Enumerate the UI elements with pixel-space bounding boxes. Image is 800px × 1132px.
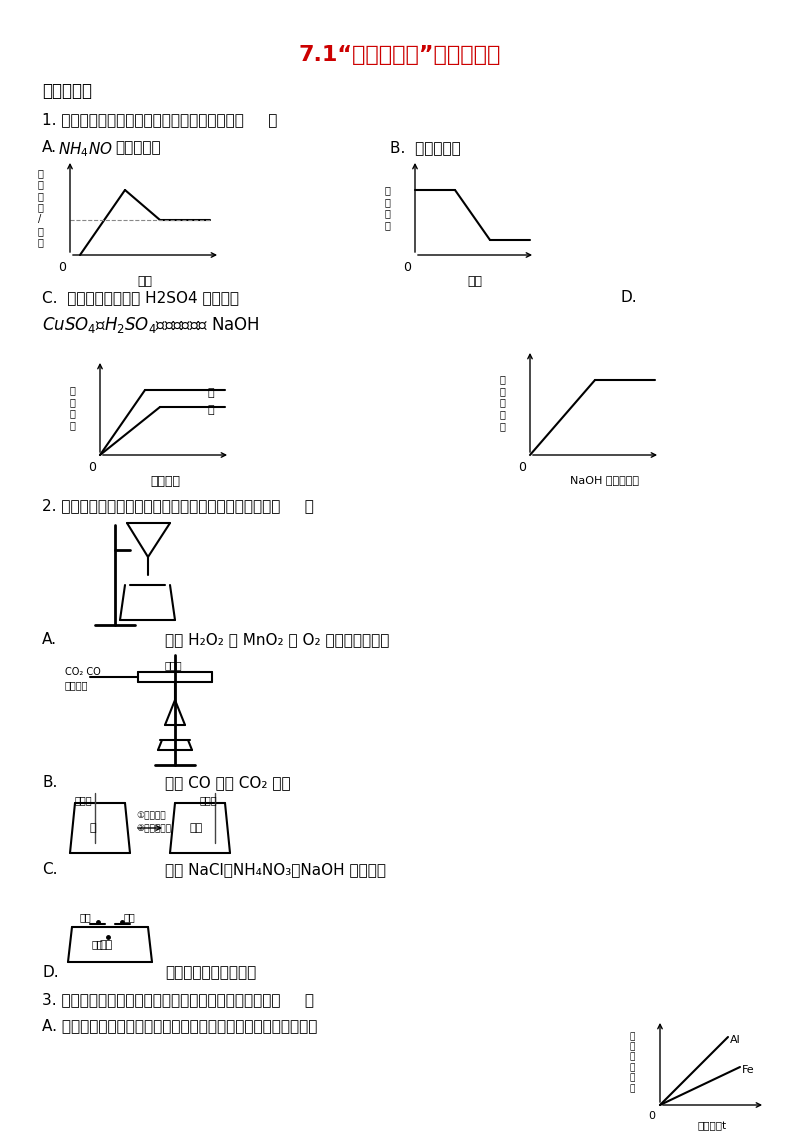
Text: 3. 下列四个图像的变化趋势，能正确描述对应操作的是（     ）: 3. 下列四个图像的变化趋势，能正确描述对应操作的是（ ）: [42, 992, 314, 1007]
Text: Al: Al: [730, 1035, 741, 1045]
Text: 0: 0: [88, 461, 96, 474]
Text: B.: B.: [42, 775, 58, 790]
Text: A.: A.: [42, 632, 57, 648]
Text: A.: A.: [42, 140, 57, 155]
Text: A. 足量的铁片和铝片分别与等质量、等溶质质量分数的稀盐酸反应: A. 足量的铁片和铝片分别与等质量、等溶质质量分数的稀盐酸反应: [42, 1018, 318, 1034]
Text: 温度计: 温度计: [75, 795, 93, 805]
Text: 白磷: 白磷: [80, 912, 92, 921]
Text: NaOH 溶液的质量: NaOH 溶液的质量: [570, 475, 639, 484]
Text: Fe: Fe: [742, 1065, 754, 1075]
Text: 0: 0: [518, 461, 526, 474]
Text: 溶
液
温
度
/
室
温: 溶 液 温 度 / 室 温: [37, 168, 43, 247]
Text: 0: 0: [58, 261, 66, 274]
Text: 时间: 时间: [138, 275, 153, 288]
Text: 除去 CO 中的 CO₂ 气体: 除去 CO 中的 CO₂ 气体: [165, 775, 290, 790]
Text: C.: C.: [42, 861, 58, 877]
Text: 锌: 锌: [208, 388, 214, 398]
Text: 金属质量: 金属质量: [150, 475, 180, 488]
Text: 探究可燃物燃烧的条件: 探究可燃物燃烧的条件: [165, 964, 256, 980]
Text: 沉
淀
的
质
量: 沉 淀 的 质 量: [499, 375, 505, 430]
Text: 2. 为了达到相应的实验目的，下列实验设计不合理的是（     ）: 2. 为了达到相应的实验目的，下列实验设计不合理的是（ ）: [42, 498, 314, 513]
Text: 温度计: 温度计: [200, 795, 218, 805]
Text: 白磷: 白磷: [92, 940, 104, 949]
Text: 气
体
质
量: 气 体 质 量: [69, 385, 75, 430]
Text: CO₂ CO: CO₂ CO: [65, 667, 101, 677]
Text: 铁: 铁: [208, 405, 214, 415]
Text: 一、选择题: 一、选择题: [42, 82, 92, 100]
Text: 分离 H₂O₂ 和 MnO₂ 制 O₂ 后的固液混合物: 分离 H₂O₂ 和 MnO₂ 制 O₂ 后的固液混合物: [165, 632, 390, 648]
Text: 氧化铜: 氧化铜: [165, 660, 182, 670]
Text: 7.1“燃烧和灭火”竞赛辅导题: 7.1“燃烧和灭火”竞赛辅导题: [299, 45, 501, 65]
Text: $\it{CuSO_4}$和$\it{H_2SO_4}$混合液中加入 NaOH: $\it{CuSO_4}$和$\it{H_2SO_4}$混合液中加入 NaOH: [42, 315, 260, 335]
Text: 1. 下列曲线能正确表达对应的反应或过程的是（     ）: 1. 下列曲线能正确表达对应的反应或过程的是（ ）: [42, 112, 278, 127]
Text: ①分别溶解: ①分别溶解: [136, 811, 166, 820]
Text: 区分 NaCl、NH₄NO₃、NaOH 三种固体: 区分 NaCl、NH₄NO₃、NaOH 三种固体: [165, 861, 386, 877]
Text: 溶液: 溶液: [190, 823, 203, 833]
Text: D.: D.: [42, 964, 58, 980]
Text: 水: 水: [90, 823, 97, 833]
Text: 0: 0: [648, 1110, 655, 1121]
Text: ②后透明测量: ②后透明测量: [136, 823, 171, 832]
Text: C.  等质量等浓度的稀 H2SO4 加入金属: C. 等质量等浓度的稀 H2SO4 加入金属: [42, 290, 239, 305]
Text: 混合气体: 混合气体: [65, 680, 89, 691]
Text: 时间: 时间: [467, 275, 482, 288]
Text: 固体溶于水: 固体溶于水: [115, 140, 161, 155]
Text: 红磷: 红磷: [124, 912, 136, 921]
Text: 热水: 热水: [100, 940, 114, 950]
Text: D.: D.: [620, 290, 637, 305]
Text: B.  炅烧石灰石: B. 炅烧石灰石: [390, 140, 461, 155]
Text: 固
体
质
量: 固 体 质 量: [384, 186, 390, 230]
Text: 反应时间t: 反应时间t: [698, 1121, 727, 1131]
Text: 0: 0: [403, 261, 411, 274]
Text: 生
成
氢
气
质
量: 生 成 氢 气 质 量: [630, 1032, 634, 1094]
Text: $\it{NH_4NO}$: $\it{NH_4NO}$: [58, 140, 113, 158]
